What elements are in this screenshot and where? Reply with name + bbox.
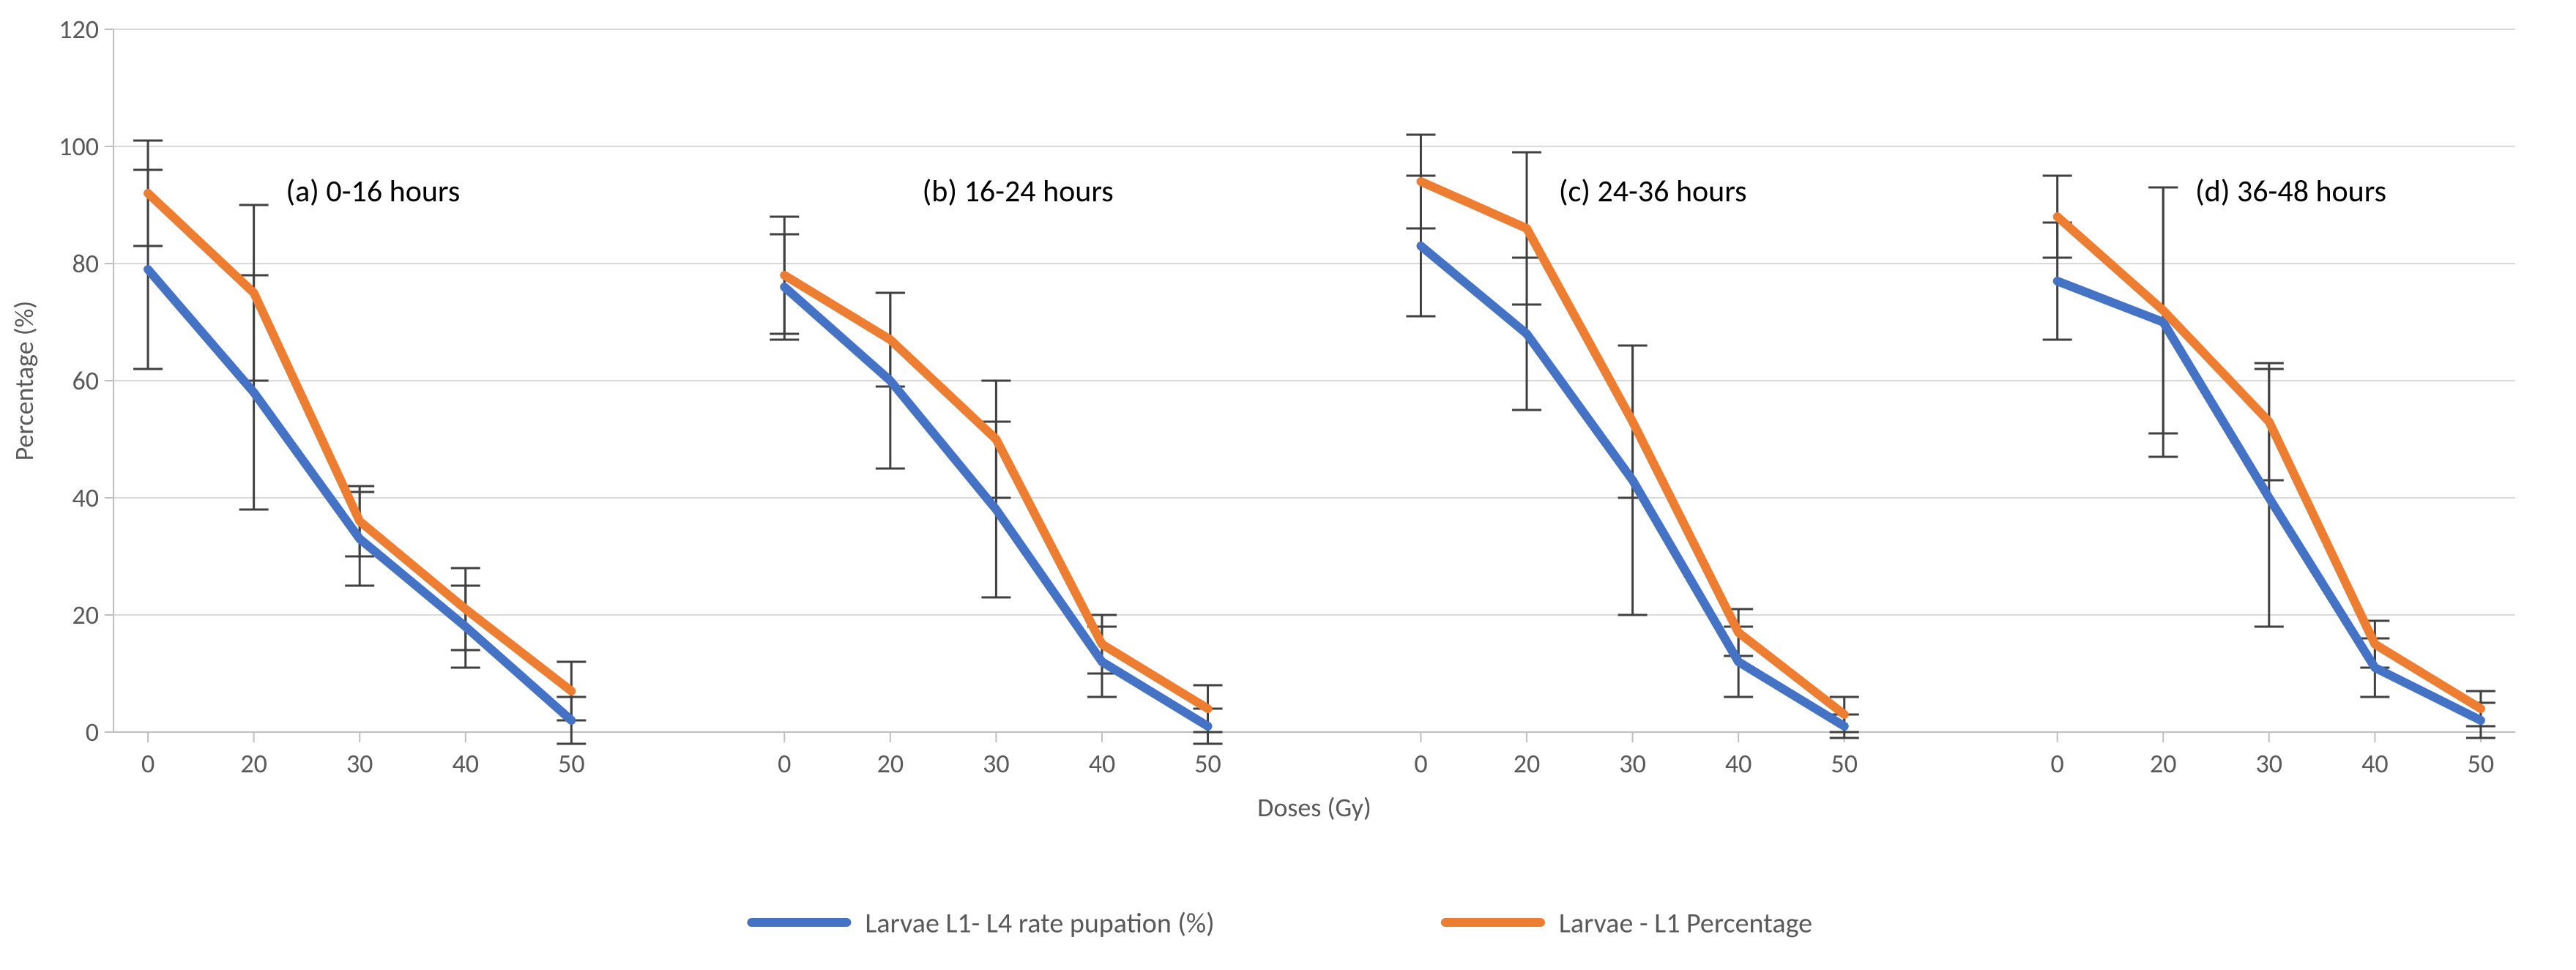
x-tick-label: 40 bbox=[1725, 747, 1752, 780]
y-tick-label: 120 bbox=[59, 13, 99, 45]
x-tick-label: 30 bbox=[1619, 747, 1646, 780]
x-tick-label: 50 bbox=[1194, 747, 1221, 780]
x-tick-label: 0 bbox=[1414, 747, 1427, 780]
dose-response-chart: 0 20 40 60 80 100 120 Percentage (%) 0 20 30 40 50 (a… bbox=[0, 0, 2576, 970]
y-tick-label: 60 bbox=[72, 365, 100, 397]
y-axis-label: Percentage (%) bbox=[8, 301, 40, 461]
y-tick-label: 40 bbox=[72, 482, 100, 514]
legend-label: Larvae - L1 Percentage bbox=[1559, 906, 1812, 940]
panel-title: (d) 36-48 hours bbox=[2195, 173, 2386, 210]
x-tick-label: 50 bbox=[1831, 747, 1858, 780]
x-tick-label: 20 bbox=[877, 747, 904, 780]
legend-label: Larvae L1- L4 rate pupation (%) bbox=[865, 906, 1214, 940]
y-tick-label: 80 bbox=[72, 247, 100, 280]
x-tick-label: 0 bbox=[778, 747, 791, 780]
x-tick-label: 30 bbox=[2256, 747, 2283, 780]
x-tick-label: 20 bbox=[1514, 747, 1541, 780]
y-tick-label: 100 bbox=[59, 130, 99, 163]
y-tick-label: 20 bbox=[72, 599, 100, 631]
chart-background bbox=[0, 0, 2576, 970]
x-axis-label: Doses (Gy) bbox=[1257, 791, 1371, 824]
panel-title: (a) 0-16 hours bbox=[286, 173, 460, 210]
x-tick-label: 40 bbox=[1089, 747, 1116, 780]
x-tick-label: 0 bbox=[141, 747, 155, 780]
x-tick-label: 0 bbox=[2051, 747, 2064, 780]
x-tick-label: 50 bbox=[2468, 747, 2495, 780]
x-tick-label: 20 bbox=[2150, 747, 2177, 780]
x-tick-label: 30 bbox=[983, 747, 1010, 780]
chart-svg: 0 20 40 60 80 100 120 Percentage (%) 0 20 30 40 50 (a… bbox=[0, 0, 2576, 970]
panel-title: (b) 16-24 hours bbox=[923, 173, 1114, 210]
x-tick-label: 30 bbox=[346, 747, 373, 780]
panel-title: (c) 24-36 hours bbox=[1559, 173, 1747, 210]
x-tick-label: 40 bbox=[453, 747, 480, 780]
x-tick-label: 20 bbox=[240, 747, 267, 780]
x-tick-label: 40 bbox=[2361, 747, 2389, 780]
y-tick-label: 0 bbox=[86, 716, 99, 748]
x-tick-label: 50 bbox=[558, 747, 585, 780]
